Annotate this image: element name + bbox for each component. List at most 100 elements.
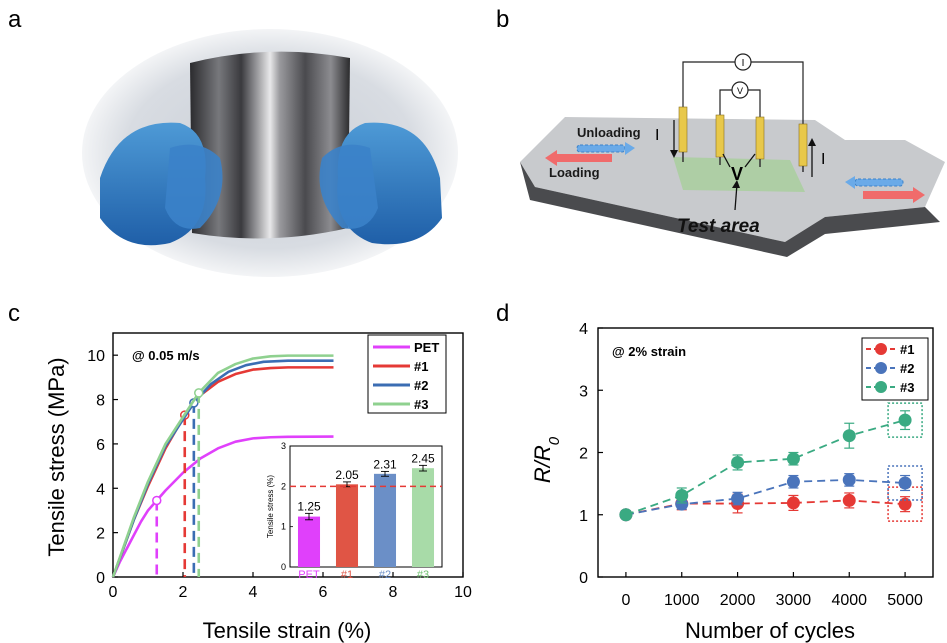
inset-value-label: 2.45 [411, 451, 435, 465]
loading-arrow-right [863, 191, 913, 199]
data-point [842, 493, 856, 507]
legend-entry: #1 [414, 359, 428, 374]
legend-entry: #3 [414, 397, 428, 412]
inset-y-tick-label: 2 [281, 481, 286, 491]
y-axis-label: R/R0 [530, 436, 563, 483]
legend-entry: #2 [414, 378, 428, 393]
inset-bar [373, 473, 397, 567]
y-tick-label: 4 [579, 321, 588, 338]
x-tick-label: 0 [109, 584, 118, 601]
inset-y-tick-label: 0 [281, 562, 286, 572]
y-tick-label: 8 [96, 393, 105, 410]
series-line [111, 435, 334, 578]
x-tick-label: 3000 [776, 592, 812, 609]
data-point [731, 492, 745, 506]
voltmeter-icon [731, 81, 749, 99]
unloading-arrow-right [854, 178, 904, 187]
y-tick-label: 1 [579, 508, 588, 525]
x-tick-label: 2000 [720, 592, 756, 609]
series-line [625, 419, 906, 516]
x-axis-label: Tensile strain (%) [203, 618, 372, 643]
ammeter-icon [734, 53, 752, 71]
data-point [898, 413, 912, 427]
inset-y-axis-label: Tensile stress (%) [266, 475, 275, 538]
x-tick-label: 4 [249, 584, 258, 601]
panel-letter-d: d [496, 300, 510, 327]
yield-point [152, 495, 162, 506]
plot-frame [112, 332, 464, 578]
film-photo [82, 29, 458, 277]
data-point [842, 429, 856, 443]
y-tick-label: 2 [579, 446, 588, 463]
unloading-label: Unloading [577, 125, 641, 140]
data-point [898, 497, 912, 511]
panel-letter-a: a [8, 6, 22, 33]
test-area [673, 157, 805, 192]
y-tick-label: 2 [96, 526, 105, 543]
inset-value-label: 2.31 [373, 457, 397, 471]
strain-annotation: @ 2% strain [612, 344, 686, 359]
current-in-label: I [655, 127, 659, 144]
inset-category-label: #1 [341, 569, 353, 581]
data-point [898, 476, 912, 490]
y-tick-label: 10 [87, 348, 105, 365]
inset-category-label: #3 [417, 569, 429, 581]
y-tick-label: 4 [96, 481, 105, 498]
x-tick-label: 1000 [664, 592, 700, 609]
legend-entry: PET [414, 340, 439, 355]
inset-bar [411, 468, 435, 567]
highlight-box [887, 465, 923, 501]
panel-letter-c: c [8, 300, 20, 327]
inset-category-label: PET [298, 569, 320, 581]
metal-film [190, 51, 350, 239]
loading-arrow-left [557, 154, 612, 162]
probe-group [678, 106, 808, 172]
data-point [675, 488, 689, 502]
svg-text:V: V [737, 86, 743, 96]
legend-marker [875, 343, 887, 355]
x-tick-label: 5000 [887, 592, 923, 609]
x-tick-label: 0 [621, 592, 630, 609]
inset-bar [335, 484, 359, 567]
legend-marker [875, 362, 887, 374]
y-tick-label: 3 [579, 383, 588, 400]
series-line [625, 478, 906, 516]
yield-strain-inset: 0 1 2 3 Tensile stress (%) 1.25 PET 2.05 #1 2.31 #… [266, 441, 443, 581]
legend-entry: #1 [900, 342, 914, 357]
unloading-arrow-left [576, 144, 626, 153]
data-point [786, 452, 800, 466]
voltage-label: V [731, 164, 743, 184]
data-point [619, 508, 633, 522]
y-tick-label: 6 [96, 437, 105, 454]
x-tick-label: 2 [179, 584, 188, 601]
inset-y-tick-label: 3 [281, 441, 286, 451]
data-point [786, 496, 800, 510]
y-axis-label: Tensile stress (MPa) [44, 357, 69, 556]
highlight-box [887, 402, 923, 438]
inset-value-label: 1.25 [297, 499, 321, 513]
x-tick-label: 4000 [831, 592, 867, 609]
panel-letter-b: b [496, 6, 510, 33]
y-tick-label: 0 [579, 570, 588, 587]
test-area-label: Test area [677, 216, 760, 237]
data-point [731, 455, 745, 469]
yield-point [194, 388, 204, 398]
resistance-legend: #1 #2 #3 [861, 337, 929, 401]
data-point [786, 475, 800, 489]
x-tick-label: 6 [319, 584, 328, 601]
y-tick-label: 0 [96, 570, 105, 587]
x-axis-label: Number of cycles [685, 618, 855, 643]
test-setup-diagram: I V I I V Unloading Loading Test area [520, 53, 945, 257]
resistance-cycles-chart: 0 1000 2000 3000 4000 5000 0 1 2 3 4 #1 #2 #3 @ 2% s… [530, 321, 934, 643]
x-tick-label: 8 [389, 584, 398, 601]
inset-category-label: #2 [379, 569, 391, 581]
inset-value-label: 2.05 [335, 468, 359, 482]
inset-y-tick-label: 1 [281, 522, 286, 532]
loading-label: Loading [549, 165, 600, 180]
current-out-label: I [821, 151, 825, 168]
series-line [111, 354, 334, 578]
stress-strain-legend: PET #1 #2 #3 [367, 334, 447, 414]
strain-rate-annotation: @ 0.05 m/s [132, 348, 200, 363]
legend-entry: #3 [900, 380, 914, 395]
